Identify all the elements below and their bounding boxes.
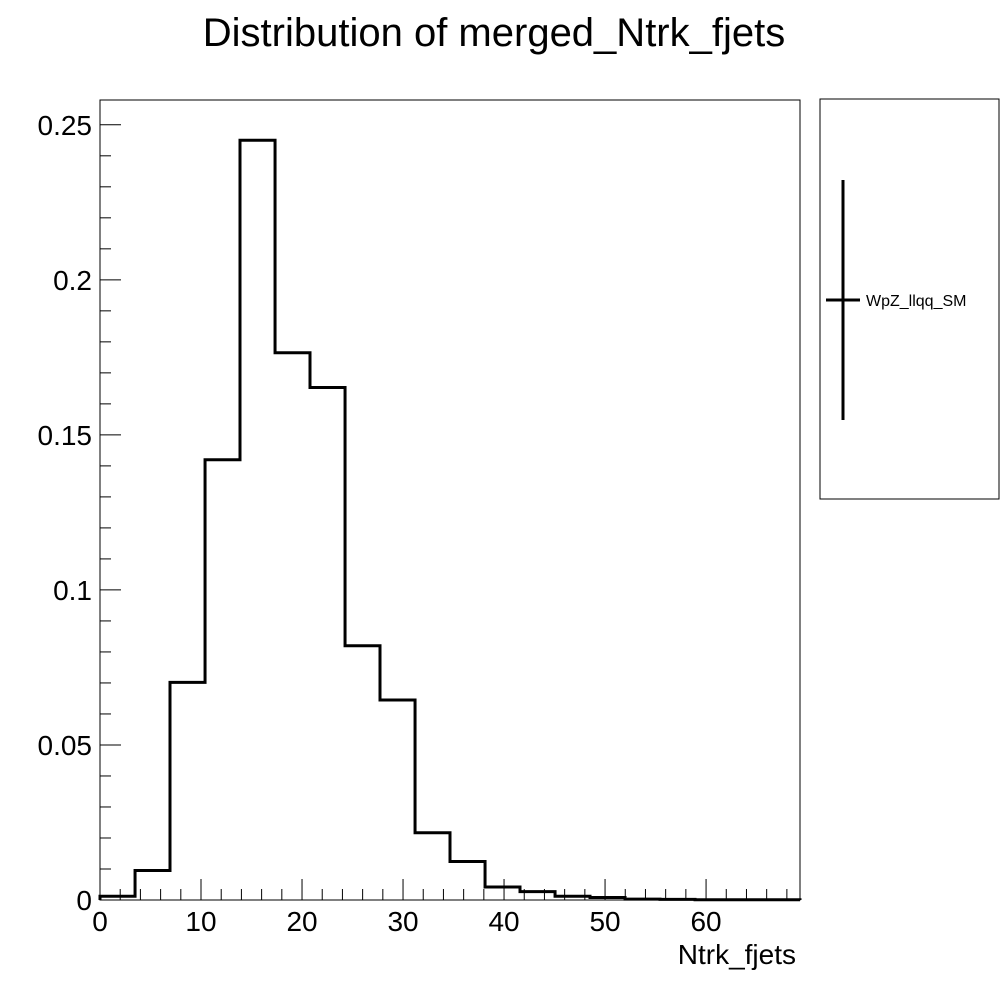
histogram-bin <box>415 833 450 900</box>
plot-frame <box>99 99 801 901</box>
x-tick-label: 10 <box>185 906 216 937</box>
y-tick-label: 0 <box>76 885 92 916</box>
y-axis: 0 0.05 0.1 0.15 0.2 0.25 <box>38 110 121 916</box>
histogram-bin <box>205 460 240 900</box>
y-tick-label: 0.1 <box>53 575 92 606</box>
x-axis-label: Ntrk_fjets <box>678 939 796 970</box>
x-tick-label: 0 <box>92 906 108 937</box>
x-tick-label: 50 <box>589 906 620 937</box>
x-tick-label: 30 <box>387 906 418 937</box>
histogram-bin <box>345 646 380 900</box>
x-tick-label: 40 <box>488 906 519 937</box>
histogram-bin <box>170 682 205 900</box>
histogram-outline <box>98 138 802 902</box>
legend-label: WpZ_llqq_SM <box>866 293 966 310</box>
histogram-bin <box>310 387 345 900</box>
chart-title: Distribution of merged_Ntrk_fjets <box>203 11 785 55</box>
y-tick-label: 0.15 <box>38 420 93 451</box>
histogram-bin <box>485 887 520 900</box>
x-tick-label: 20 <box>286 906 317 937</box>
x-axis: 0 10 20 30 40 50 60 <box>92 879 788 937</box>
legend: WpZ_llqq_SM <box>819 98 1000 500</box>
y-tick-label: 0.05 <box>38 730 93 761</box>
histogram-bin <box>275 353 310 900</box>
histogram-bin <box>450 862 485 900</box>
histogram-bin <box>380 700 415 900</box>
histogram-bin <box>240 140 275 900</box>
y-tick-label: 0.25 <box>38 110 93 141</box>
y-tick-label: 0.2 <box>53 265 92 296</box>
x-tick-label: 60 <box>690 906 721 937</box>
series-wpz-llqq-sm <box>98 138 802 902</box>
